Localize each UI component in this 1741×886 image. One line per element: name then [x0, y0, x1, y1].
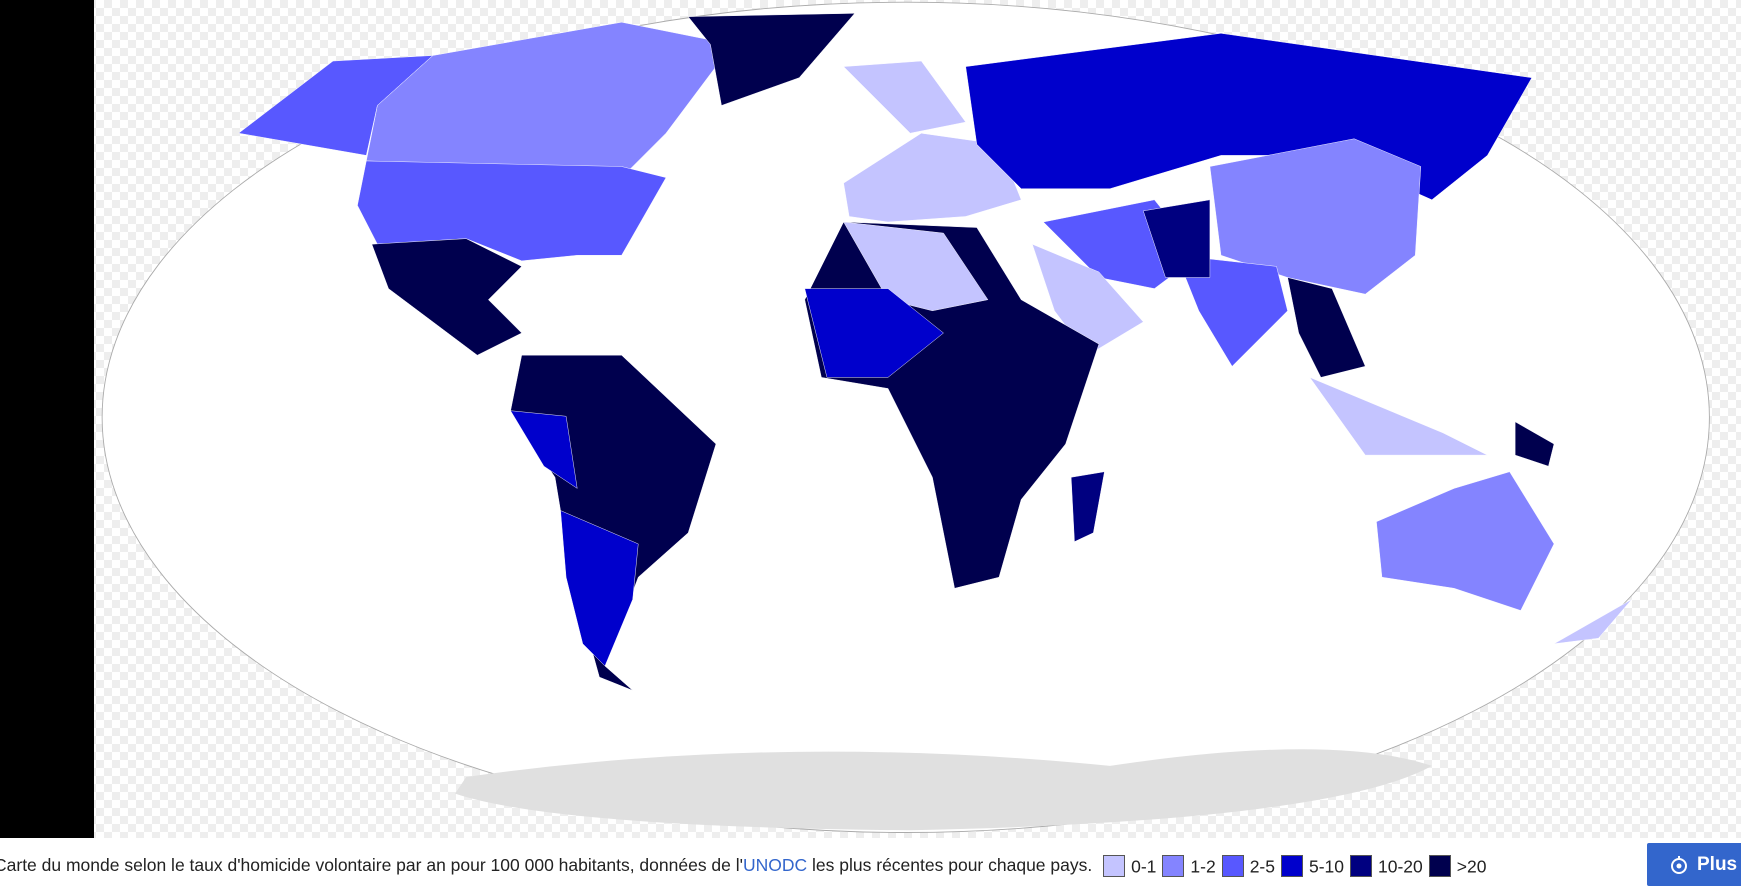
- central-asia: [1143, 199, 1211, 278]
- legend-label: 5-10: [1308, 856, 1345, 877]
- new-zealand: [1553, 599, 1632, 645]
- peru: [510, 410, 578, 489]
- north-africa: [843, 221, 989, 312]
- side-bar: [0, 0, 94, 838]
- europe: [843, 132, 1022, 223]
- legend-label: >20: [1456, 856, 1487, 877]
- legend-swatch: [1162, 855, 1185, 878]
- caption: Carte du monde selon le taux d'homicide …: [0, 850, 1486, 881]
- madagascar: [1070, 471, 1105, 543]
- legend-label: 1-2: [1190, 856, 1216, 877]
- legend-label: 0-1: [1131, 856, 1157, 877]
- greenland: [687, 13, 856, 106]
- usa: [357, 160, 667, 262]
- legend-label: 10-20: [1378, 856, 1423, 877]
- unodc-link[interactable]: UNODC: [743, 855, 808, 875]
- argentina: [560, 510, 639, 667]
- legend-swatch: [1280, 855, 1303, 878]
- papua: [1514, 421, 1555, 467]
- world-map: [101, 1, 1710, 833]
- legend-swatch: [1428, 855, 1451, 878]
- icon: [1671, 855, 1687, 874]
- more-button[interactable]: Plus: [1647, 843, 1741, 886]
- southeast-asia: [1287, 277, 1366, 378]
- china: [1209, 138, 1422, 295]
- antarctica: [455, 749, 1432, 831]
- button-label: Plus: [1697, 853, 1738, 875]
- image-viewer: [0, 0, 1741, 838]
- india: [1176, 255, 1288, 367]
- indonesia: [1309, 376, 1488, 456]
- scandinavia: [843, 60, 967, 134]
- caption-text: les plus récentes pour chaque pays.: [812, 855, 1093, 875]
- australia: [1376, 471, 1555, 611]
- legend-swatch: [1103, 855, 1126, 878]
- caption-text: Carte du monde selon le taux d'homicide …: [0, 855, 743, 875]
- legend-swatch: [1221, 855, 1244, 878]
- legend: 0-1 1-2 2-5 5-10 10-20 >20: [1097, 855, 1487, 878]
- legend-swatch: [1350, 855, 1373, 878]
- legend-label: 2-5: [1249, 856, 1275, 877]
- west-africa: [804, 288, 944, 378]
- arabia: [1031, 243, 1144, 356]
- central-america: [371, 238, 523, 356]
